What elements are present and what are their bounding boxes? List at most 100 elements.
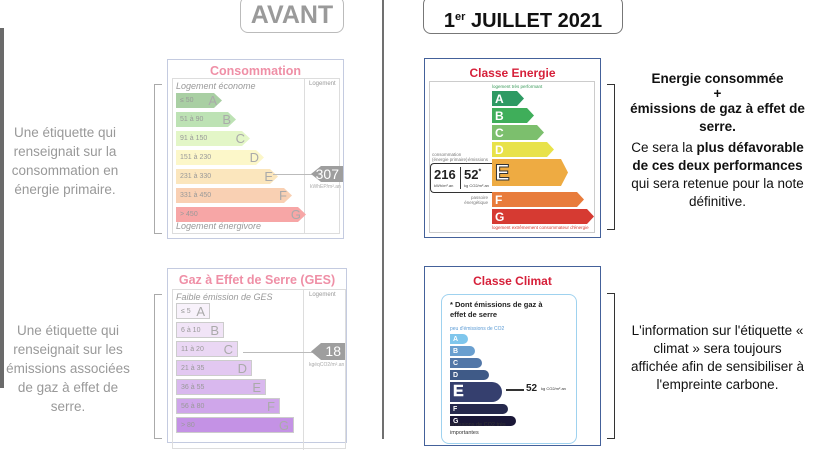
- emissions-value: 52*: [464, 167, 481, 182]
- climate-class-bar-d: D: [450, 370, 489, 380]
- old-ges-title: Gaz à Effet de Serre (GES): [178, 273, 336, 287]
- class-letter: F: [279, 188, 287, 203]
- pointer-line: [243, 352, 313, 353]
- consumption-unit: kWh/m².an: [434, 183, 454, 188]
- header-before: AVANT: [240, 0, 344, 33]
- energy-class-bar-d: D: [492, 142, 554, 157]
- climate-inner: * Dont émissions de gaz à effet de serre…: [441, 294, 577, 444]
- class-range: 231 à 330: [180, 173, 212, 180]
- ges-unit: kgéqCO2/m².an: [309, 362, 345, 368]
- consumption-value: 307: [311, 166, 343, 182]
- column-label: Logement: [309, 292, 336, 298]
- class-range: ≤ 50: [180, 97, 194, 104]
- class-letter: D: [237, 360, 247, 376]
- climate-value: 52: [526, 383, 538, 394]
- plus-sign: +: [713, 86, 722, 101]
- climate-class-bar-c: C: [450, 358, 482, 368]
- energy-bracket: [607, 84, 615, 230]
- emissions-star: *: [478, 168, 482, 176]
- energy-class-bar-e: E: [492, 159, 568, 186]
- pointer-line: [273, 174, 313, 175]
- ges-class-bar-c: 11 à 20 C: [176, 341, 238, 357]
- class-range: 151 à 230: [180, 154, 212, 161]
- class-range: 11 à 20: [181, 345, 204, 353]
- column-divider: [382, 0, 384, 439]
- climate-note: * Dont émissions de gaz à effet de serre: [450, 300, 543, 319]
- ges-class-bar-d: 21 à 35 D: [176, 360, 252, 376]
- class-range: 56 à 80: [181, 402, 205, 410]
- old-consumption-label: Consommation Logement économe Logement L…: [167, 59, 344, 239]
- ges-bars: ≤ 5 A 6 à 10 B 11 à 20 C 21 à 35 D 36 à 55 E 56 à …: [176, 303, 294, 436]
- consumption-bars: ≤ 50 A 51 à 90 B 91 à 150 C 151 à 230 D 231 à 33…: [176, 93, 306, 226]
- old-consumption-title: Consommation: [210, 64, 301, 78]
- climate-class-bar-f: F: [450, 404, 508, 414]
- para-part: Ce sera la: [631, 140, 697, 155]
- energy-class-bar-e: 231 à 330 E: [176, 169, 278, 184]
- energy-class-bar-g: > 450 G: [176, 207, 306, 222]
- column-label: Logement: [309, 81, 336, 87]
- energy-paragraph: Ce sera la plus défavorable de ces deux …: [630, 139, 805, 211]
- class-range: 36 à 55: [181, 383, 205, 391]
- bottom-label: émissions de CO2 très importantes: [450, 422, 506, 436]
- consumption-bracket: [154, 84, 162, 234]
- class-range: 331 à 450: [180, 192, 212, 199]
- energy-class-bar-b: 51 à 90 B: [176, 112, 236, 127]
- class-range: > 80: [181, 421, 195, 429]
- climate-unit: kg CO2/m².an: [541, 386, 566, 391]
- class-letter: C: [223, 341, 233, 357]
- header-date: JUILLET 2021: [465, 10, 603, 32]
- consumption-sub: (énergie primaire): [432, 157, 468, 162]
- old-ges-inner: Faible émission de GES Logement ≤ 5 A 6 à …: [172, 289, 346, 450]
- passoire-label: passoire énergétique: [464, 195, 488, 205]
- climate-class-bar-g: G: [450, 416, 516, 426]
- energy-class-bar-c: 91 à 150 C: [176, 131, 250, 146]
- energy-class-bar-c: C: [492, 125, 544, 140]
- values-box: 216 kWh/m².an 52* kg CO2/m².an: [430, 163, 492, 193]
- class-letter: A: [196, 303, 205, 319]
- class-range: 51 à 90: [180, 116, 204, 123]
- para-part: qui sera retenue pour la note définitive…: [631, 176, 804, 209]
- climate-class-bar-e: E: [450, 382, 502, 402]
- old-ges-label: Gaz à Effet de Serre (GES) Faible émissi…: [167, 268, 347, 450]
- ges-bracket: [154, 294, 162, 439]
- top-label: peu d'émissions de CO2: [450, 326, 505, 332]
- class-letter: G: [278, 417, 289, 433]
- header-day: 1: [443, 10, 455, 32]
- energy-class-bar-f: F: [492, 192, 584, 207]
- left-edge-bar: [0, 28, 4, 388]
- class-range: 6 à 10: [181, 326, 201, 334]
- header-after: 1er JUILLET 2021: [423, 0, 623, 34]
- class-letter: C: [235, 131, 245, 146]
- class-range: 91 à 150: [180, 135, 208, 142]
- new-climate-label: Classe Climat * Dont émissions de gaz à …: [424, 266, 601, 446]
- header-sup: er: [455, 11, 466, 23]
- top-label: Faible émission de GES: [176, 292, 273, 302]
- class-letter: E: [264, 169, 273, 184]
- class-letter: B: [210, 322, 219, 338]
- energy-class-bar-a: A: [492, 91, 524, 106]
- class-range: 21 à 35: [181, 364, 205, 372]
- energy-class-bar-b: B: [492, 108, 534, 123]
- class-letter: B: [222, 112, 231, 127]
- ges-class-bar-a: ≤ 5 A: [176, 303, 210, 319]
- class-range: > 450: [180, 211, 198, 218]
- energy-title: Classe Energie: [469, 66, 556, 80]
- emissions-label: émissions: [468, 157, 489, 162]
- consumption-value: 216: [434, 167, 456, 182]
- ges-description: Une étiquette qui renseignait sur les ém…: [6, 323, 130, 414]
- class-letter: F: [267, 398, 275, 414]
- bottom-label: Logement énergivore: [176, 221, 262, 231]
- column-separator: [303, 290, 304, 450]
- ges-class-bar-b: 6 à 10 B: [176, 322, 224, 338]
- climate-title: Classe Climat: [473, 274, 552, 288]
- ges-value: 18: [311, 343, 345, 360]
- class-letter: D: [249, 150, 259, 165]
- climate-bracket: [607, 293, 615, 439]
- new-energy-label: Classe Energie logement très performant …: [424, 58, 601, 238]
- class-letter: E: [252, 379, 261, 395]
- bottom-label: logement extrêmement consommateur d'éner…: [492, 225, 589, 230]
- para-bold: plus défavorable de ces deux performance…: [632, 140, 804, 173]
